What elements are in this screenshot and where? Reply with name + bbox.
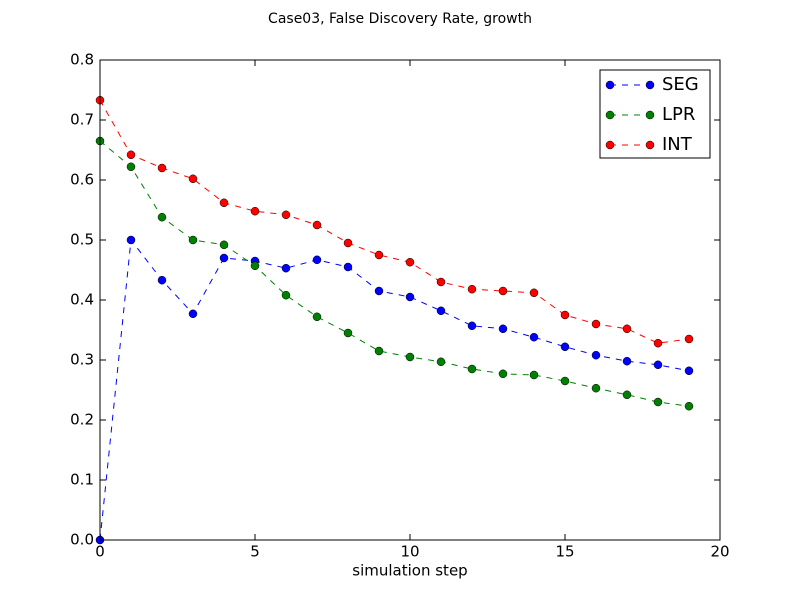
series-line: [99, 238, 690, 541]
data-point: [157, 275, 167, 285]
legend-label: SEG: [662, 74, 699, 95]
y-tick-label: 0.0: [70, 531, 94, 549]
data-point: [529, 370, 539, 380]
legend-marker: [605, 80, 615, 90]
data-point: [684, 366, 694, 376]
data-point: [343, 238, 353, 248]
data-point: [591, 319, 601, 329]
data-point: [219, 253, 229, 263]
data-point: [374, 286, 384, 296]
x-tick-label: 5: [250, 543, 260, 561]
data-point: [498, 369, 508, 379]
y-tick-label: 0.8: [70, 51, 94, 69]
data-point: [467, 364, 477, 374]
y-tick-label: 0.5: [70, 231, 94, 249]
data-point: [436, 277, 446, 287]
x-tick-label: 20: [710, 543, 729, 561]
y-tick-label: 0.6: [70, 171, 94, 189]
data-point: [529, 288, 539, 298]
x-tick-label: 0: [95, 543, 105, 561]
data-point: [560, 342, 570, 352]
data-point: [405, 257, 415, 267]
y-tick-label: 0.3: [70, 351, 94, 369]
data-point: [126, 162, 136, 172]
data-point: [219, 240, 229, 250]
data-point: [684, 334, 694, 344]
data-point: [126, 235, 136, 245]
data-point: [188, 309, 198, 319]
legend-marker: [605, 110, 615, 120]
data-point: [343, 262, 353, 272]
data-point: [405, 352, 415, 362]
data-point: [467, 284, 477, 294]
data-point: [157, 163, 167, 173]
data-point: [622, 390, 632, 400]
y-tick-label: 0.2: [70, 411, 94, 429]
data-point: [560, 376, 570, 386]
data-point: [498, 324, 508, 334]
data-point: [529, 332, 539, 342]
data-point: [374, 250, 384, 260]
chart-title: Case03, False Discovery Rate, growth: [268, 11, 532, 27]
data-point: [250, 261, 260, 271]
y-tick-label: 0.4: [70, 291, 94, 309]
legend-marker: [645, 110, 655, 120]
y-tick-label: 0.1: [70, 471, 94, 489]
data-point: [591, 350, 601, 360]
y-tick-label: 0.7: [70, 111, 94, 129]
data-point: [622, 324, 632, 334]
legend-marker: [645, 140, 655, 150]
series-line: [99, 99, 690, 344]
data-point: [374, 346, 384, 356]
data-point: [622, 356, 632, 366]
data-point: [188, 174, 198, 184]
data-point: [188, 235, 198, 245]
legend-marker: [645, 80, 655, 90]
data-point: [281, 290, 291, 300]
data-point: [312, 312, 322, 322]
data-point: [281, 210, 291, 220]
data-point: [498, 286, 508, 296]
data-point: [436, 306, 446, 316]
data-point: [560, 310, 570, 320]
data-point: [684, 401, 694, 411]
data-point: [250, 206, 260, 216]
data-point: [343, 328, 353, 338]
legend-label: LPR: [662, 104, 695, 125]
data-point: [405, 292, 415, 302]
data-point: [157, 212, 167, 222]
x-tick-label: 15: [555, 543, 574, 561]
x-axis-label: simulation step: [352, 562, 467, 580]
legend-label: INT: [662, 134, 693, 155]
data-point: [219, 198, 229, 208]
data-point: [653, 338, 663, 348]
legend-box: [599, 69, 711, 159]
data-point: [281, 263, 291, 273]
series-line: [99, 140, 690, 407]
data-point: [312, 220, 322, 230]
data-point: [653, 360, 663, 370]
data-point: [467, 321, 477, 331]
legend-marker: [605, 140, 615, 150]
data-point: [312, 255, 322, 265]
data-point: [653, 397, 663, 407]
x-tick-label: 10: [400, 543, 419, 561]
data-point: [126, 150, 136, 160]
plot-frame: [99, 59, 721, 541]
data-point: [591, 383, 601, 393]
data-point: [436, 357, 446, 367]
